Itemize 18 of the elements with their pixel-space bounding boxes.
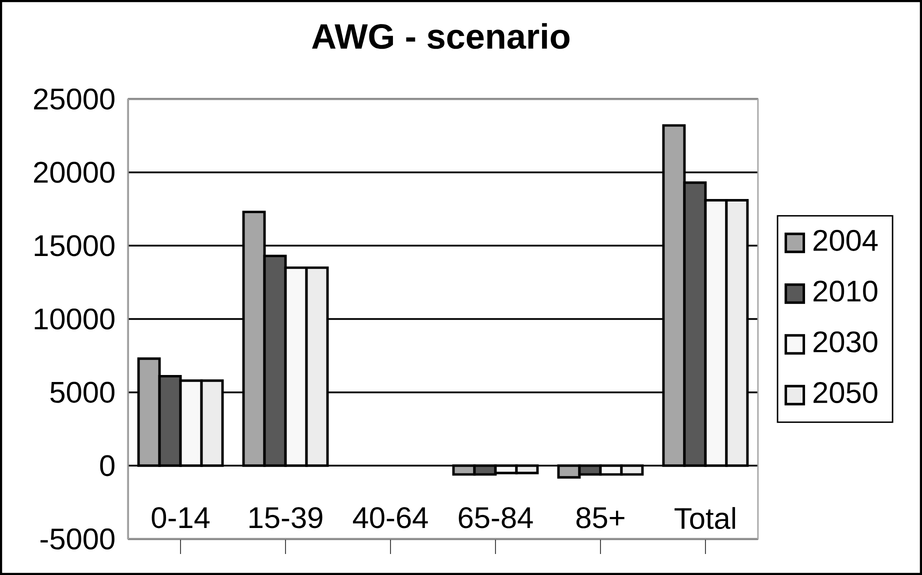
x-tick-label: 40-64: [352, 507, 428, 528]
y-tick-label: 15000: [34, 235, 114, 256]
y-tick-label: -5000: [40, 528, 114, 550]
x-tick-label: 85+: [576, 507, 624, 528]
chart-title: AWG - scenario: [312, 23, 570, 49]
x-tick-label: Total: [674, 507, 736, 530]
legend-label: 2010: [814, 280, 878, 302]
y-tick-label: 20000: [34, 162, 114, 183]
x-tick-label: 65-84: [458, 507, 533, 528]
y-tick-label: 5000: [50, 382, 114, 403]
x-tick-label: 0-14: [152, 507, 210, 528]
legend-label: 2050: [814, 382, 878, 404]
x-tick-label: 15-39: [250, 507, 322, 528]
y-tick-label: 25000: [34, 88, 114, 110]
legend-label: 2004: [814, 230, 878, 251]
y-tick-label: 10000: [34, 308, 114, 330]
legend-label: 2030: [814, 331, 878, 352]
y-tick-label: 0: [100, 455, 114, 476]
